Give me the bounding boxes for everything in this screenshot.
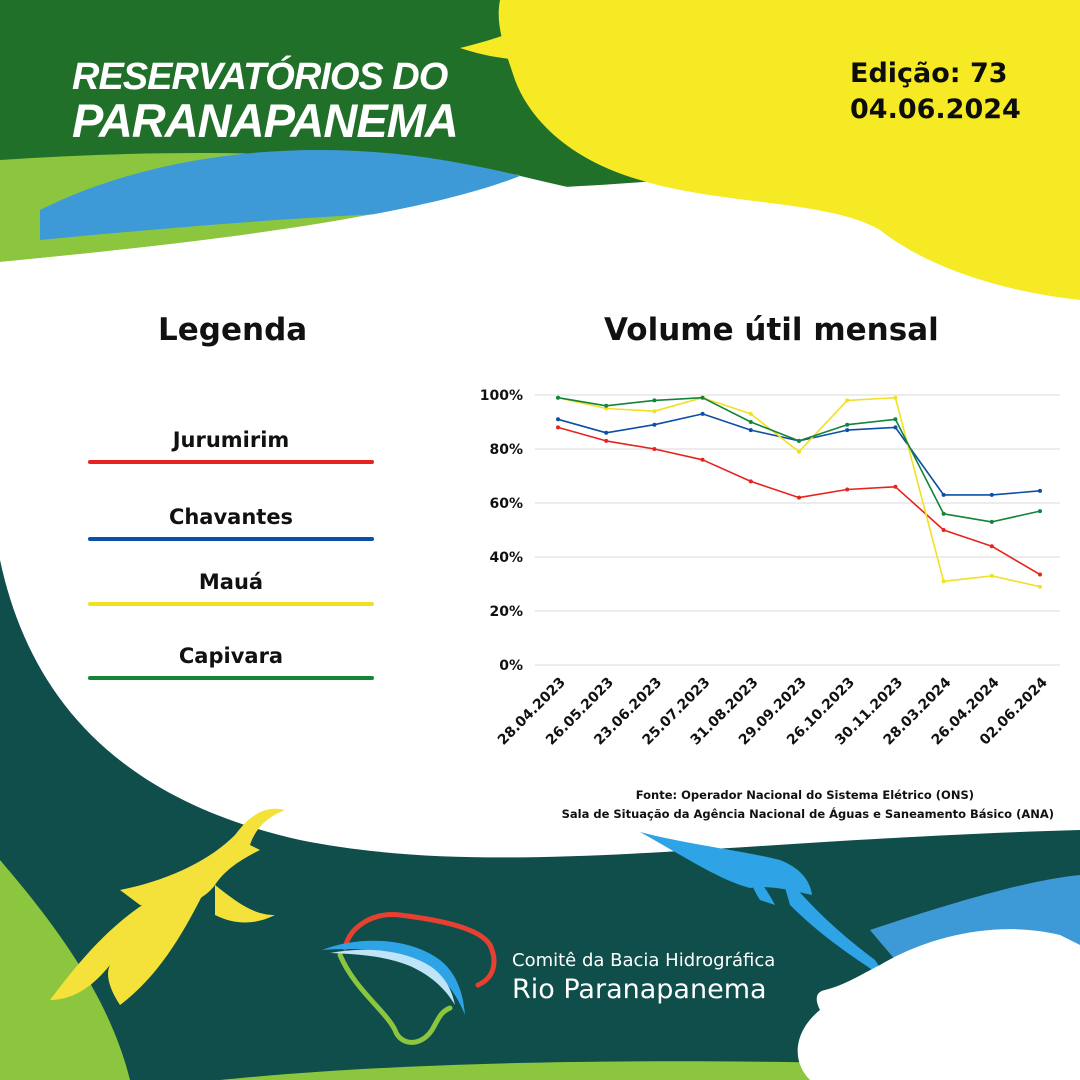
legend-line-capivara <box>88 676 374 680</box>
volume-line-chart: 0%20%40%60%80%100%28.04.202326.05.202323… <box>480 388 1060 748</box>
data-point <box>556 417 560 422</box>
data-point <box>700 411 705 416</box>
data-point <box>845 398 850 403</box>
legend-item-capivara: Capivara <box>88 644 374 680</box>
y-tick-label: 80% <box>489 442 523 458</box>
data-point <box>748 428 753 433</box>
data-point <box>941 492 946 497</box>
legend-title: Legenda <box>158 312 308 348</box>
bottom-teal-wave <box>0 560 1080 1080</box>
data-point <box>989 492 994 497</box>
source-note: Fonte: Operador Nacional do Sistema Elét… <box>562 786 1054 824</box>
data-point <box>748 411 753 416</box>
title-line-2: PARANAPANEMA <box>72 94 459 147</box>
bottom-light-green-wave <box>0 860 130 1080</box>
y-tick-label: 40% <box>489 550 523 566</box>
data-point <box>1038 509 1042 514</box>
data-point <box>700 395 705 400</box>
edition-number: Edição: 73 <box>850 58 1008 89</box>
committee-logo-text: Comitê da Bacia Hidrográfica Rio Paranap… <box>512 950 775 1005</box>
blue-bird-illustration <box>640 832 883 975</box>
data-point <box>748 479 753 484</box>
logo-mark <box>322 912 497 1045</box>
legend-label: Capivara <box>178 644 284 668</box>
legend-label: Chavantes <box>168 505 294 529</box>
legend-line-maua <box>88 602 374 606</box>
y-tick-label: 0% <box>499 658 523 674</box>
data-point <box>556 395 560 400</box>
data-point <box>748 420 753 424</box>
y-tick-label: 60% <box>489 496 523 512</box>
source-line-1: Fonte: Operador Nacional do Sistema Elét… <box>635 788 974 802</box>
data-point <box>893 395 898 400</box>
legend-line-jurumirim <box>88 460 374 464</box>
top-yellow-blob <box>498 0 1080 300</box>
edition-info: Edição: 73 04.06.2024 <box>850 56 1021 128</box>
data-point <box>845 428 850 433</box>
data-point <box>1038 488 1042 493</box>
title-line-1: RESERVATÓRIOS DO <box>72 56 448 98</box>
data-point <box>941 511 946 516</box>
top-yellow-leaf <box>460 20 560 61</box>
data-point <box>797 495 801 500</box>
y-tick-label: 20% <box>489 604 523 620</box>
data-point <box>1038 572 1042 577</box>
y-tick-label: 100% <box>480 388 523 404</box>
data-point <box>941 579 946 584</box>
series-line-chavantes <box>557 413 1041 496</box>
data-point <box>604 438 609 443</box>
data-point <box>556 425 560 430</box>
logo-line-1: Comitê da Bacia Hidrográfica <box>512 950 776 971</box>
legend-label: Jurumirim <box>172 428 290 452</box>
top-white-overlay <box>0 176 1080 360</box>
data-point <box>604 430 609 435</box>
legend-label: Mauá <box>198 570 264 594</box>
logo-line-2: Rio Paranapanema <box>512 974 767 1005</box>
data-point <box>797 449 801 454</box>
series-line-mau <box>557 396 1041 588</box>
data-point <box>1038 584 1042 589</box>
data-point <box>652 422 657 427</box>
data-point <box>893 425 898 430</box>
data-point <box>989 544 994 549</box>
legend-item-maua: Mauá <box>88 570 374 606</box>
data-point <box>652 447 657 451</box>
data-point <box>941 528 946 532</box>
data-point <box>989 573 994 578</box>
data-point <box>893 417 898 422</box>
legend-item-jurumirim: Jurumirim <box>88 428 374 464</box>
source-line-2: Sala de Situação da Agência Nacional de … <box>561 807 1054 821</box>
data-point <box>845 422 850 427</box>
data-point <box>845 487 850 492</box>
data-point <box>893 484 898 489</box>
edition-date: 04.06.2024 <box>850 94 1021 125</box>
data-point <box>700 457 705 462</box>
header-title: RESERVATÓRIOS DO PARANAPANEMA <box>72 56 459 147</box>
data-point <box>604 403 609 408</box>
data-point <box>989 519 994 524</box>
yellow-bird-illustration <box>50 808 285 1005</box>
capybara-illustration <box>797 929 1080 1080</box>
data-point <box>652 409 657 414</box>
chart-title: Volume útil mensal <box>604 312 939 348</box>
legend-line-chavantes <box>88 537 374 541</box>
top-blue-wave <box>40 150 620 240</box>
data-point <box>797 438 801 443</box>
data-point <box>652 398 657 403</box>
legend-item-chavantes: Chavantes <box>88 505 374 541</box>
